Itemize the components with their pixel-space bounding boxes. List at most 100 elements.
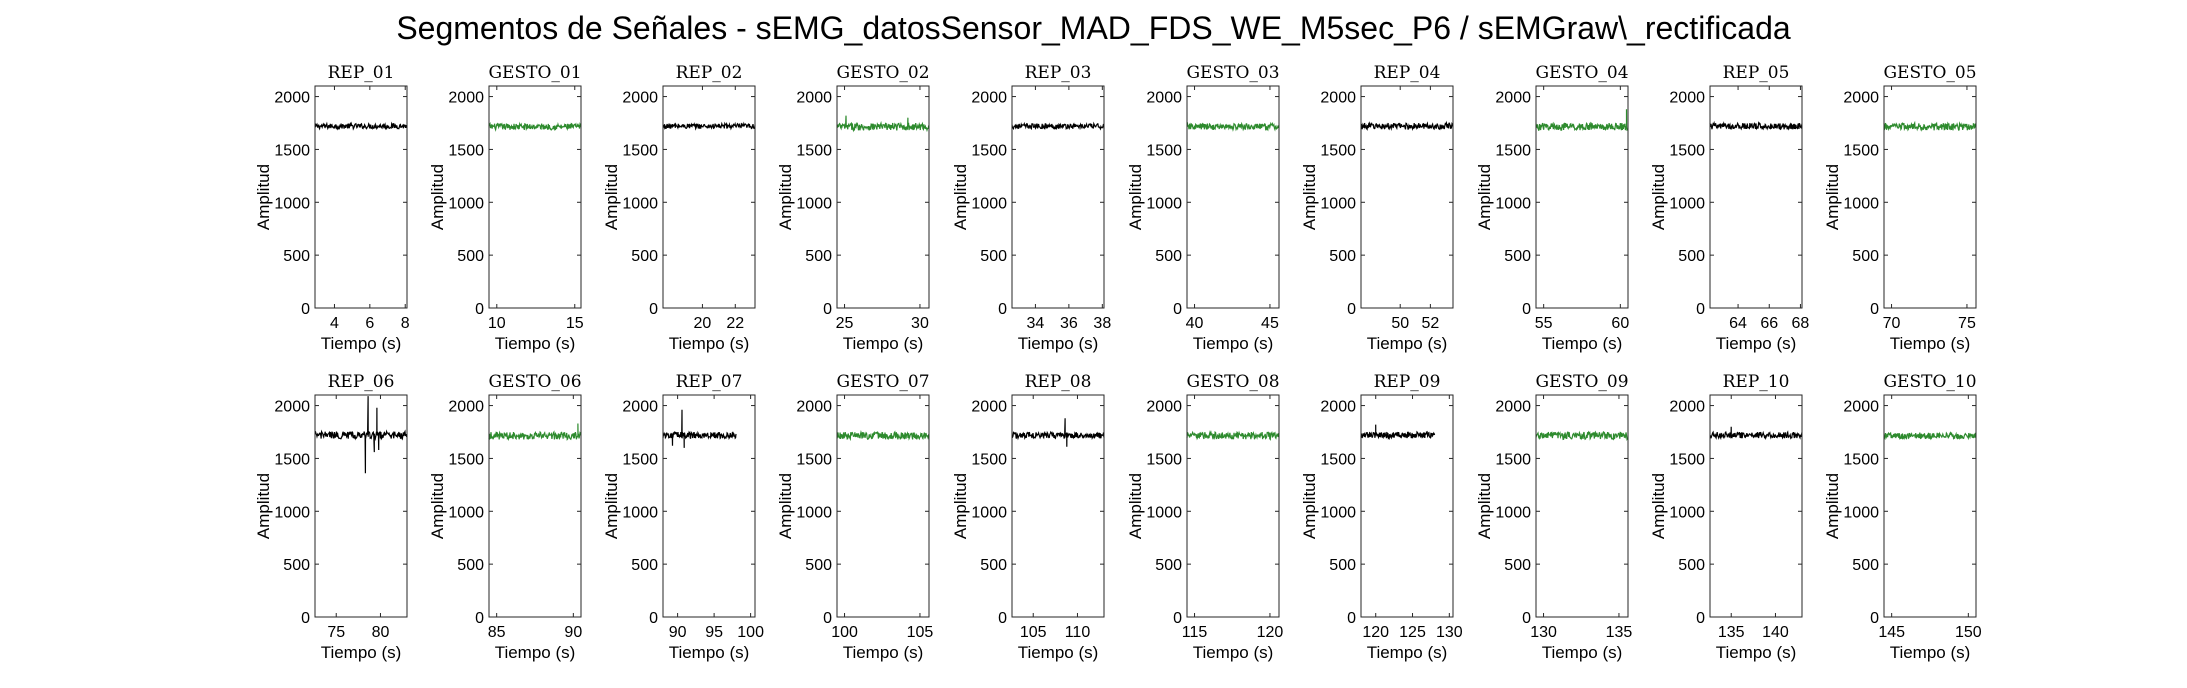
signal-line	[662, 409, 737, 448]
y-tick-label: 1000	[1669, 504, 1705, 521]
y-tick-label: 2000	[971, 90, 1007, 107]
x-axis-label: Tiempo (s)	[843, 643, 924, 662]
x-axis-label: Tiempo (s)	[1193, 643, 1274, 662]
y-tick-label: 500	[805, 248, 832, 265]
y-axis-label: Amplitud	[1649, 164, 1668, 230]
y-tick-label: 0	[301, 610, 310, 627]
y-tick-label: 1000	[274, 504, 310, 521]
y-tick-label: 0	[475, 301, 484, 318]
subplot-title: REP_08	[1025, 372, 1092, 392]
x-tick-label: 36	[1060, 315, 1078, 332]
y-tick-label: 2000	[274, 399, 310, 416]
y-tick-label: 1000	[1146, 195, 1182, 212]
y-tick-label: 1500	[796, 142, 832, 159]
y-tick-label: 500	[1504, 557, 1531, 574]
y-axis-label: Amplitud	[602, 473, 621, 539]
y-tick-label: 500	[1678, 248, 1705, 265]
signal-line	[1186, 121, 1280, 132]
y-tick-label: 500	[1329, 557, 1356, 574]
x-tick-label: 4	[330, 315, 339, 332]
y-tick-label: 2000	[448, 399, 484, 416]
y-tick-label: 0	[1522, 610, 1531, 627]
subplot-title: GESTO_10	[1883, 372, 1976, 392]
x-axis-label: Tiempo (s)	[1367, 643, 1448, 662]
y-tick-label: 500	[457, 557, 484, 574]
x-tick-label: 145	[1878, 624, 1905, 641]
y-tick-label: 0	[1696, 301, 1705, 318]
x-tick-label: 105	[1020, 624, 1047, 641]
y-tick-label: 1000	[1495, 195, 1531, 212]
x-tick-label: 64	[1729, 315, 1747, 332]
signal-line	[1011, 418, 1105, 447]
x-axis-label: Tiempo (s)	[1193, 334, 1274, 353]
y-tick-label: 500	[283, 557, 310, 574]
y-tick-label: 1500	[1320, 451, 1356, 468]
subplot: REP_10 0 500 1000 1500 2000 135 140 Tiempo (s) Am…	[1649, 372, 1803, 662]
y-tick-label: 500	[980, 557, 1007, 574]
subplot: GESTO_04 0 500 1000 1500 2000 55 60 Tiempo (s) Am…	[1475, 63, 1629, 353]
signal-line	[314, 121, 408, 131]
x-tick-label: 34	[1027, 315, 1045, 332]
x-tick-label: 100	[831, 624, 858, 641]
axes-box	[1535, 85, 1629, 309]
y-tick-label: 1500	[971, 142, 1007, 159]
subplot: REP_06 0 500 1000 1500 2000 75 80 Tiempo (s) Ampl…	[254, 372, 408, 662]
subplot-title: GESTO_02	[836, 63, 929, 83]
y-tick-label: 1500	[1843, 451, 1879, 468]
axes-box	[314, 85, 408, 309]
subplot-title: REP_03	[1025, 63, 1092, 83]
x-tick-label: 38	[1093, 315, 1111, 332]
y-tick-label: 1500	[622, 451, 658, 468]
figure-title: Segmentos de Señales - sEMG_datosSensor_…	[396, 10, 1791, 46]
axes-box	[1709, 394, 1803, 618]
y-tick-label: 0	[649, 610, 658, 627]
axes-box	[1535, 394, 1629, 618]
y-tick-label: 500	[1678, 557, 1705, 574]
y-tick-label: 500	[631, 557, 658, 574]
y-tick-label: 0	[1173, 610, 1182, 627]
axes-box	[836, 394, 930, 618]
y-tick-label: 2000	[796, 399, 832, 416]
axes-box	[662, 85, 756, 309]
signal-line	[1883, 120, 1977, 132]
x-tick-label: 15	[566, 315, 584, 332]
axes-box	[1011, 85, 1105, 309]
x-tick-label: 110	[1065, 624, 1091, 641]
y-tick-label: 500	[1329, 248, 1356, 265]
subplot: REP_01 0 500 1000 1500 2000 4 6 8 Tiempo (s) Ampli…	[254, 63, 410, 353]
y-tick-label: 0	[649, 301, 658, 318]
x-tick-label: 90	[564, 624, 582, 641]
y-tick-label: 1500	[1320, 142, 1356, 159]
y-tick-label: 1000	[1320, 504, 1356, 521]
y-axis-label: Amplitud	[1823, 164, 1842, 230]
signal-line	[1360, 120, 1454, 131]
y-axis-label: Amplitud	[1649, 473, 1668, 539]
x-axis-label: Tiempo (s)	[495, 643, 576, 662]
x-tick-label: 130	[1530, 624, 1557, 641]
y-tick-label: 500	[283, 248, 310, 265]
signal-line	[1709, 426, 1803, 441]
subplot: GESTO_10 0 500 1000 1500 2000 145 150 Tiempo (s)…	[1823, 372, 1982, 662]
y-tick-label: 1500	[1495, 142, 1531, 159]
x-tick-label: 55	[1535, 315, 1553, 332]
x-axis-label: Tiempo (s)	[1367, 334, 1448, 353]
y-axis-label: Amplitud	[602, 164, 621, 230]
x-tick-label: 75	[327, 624, 345, 641]
x-tick-label: 75	[1958, 315, 1976, 332]
subplot-title: GESTO_07	[836, 372, 929, 392]
x-axis-label: Tiempo (s)	[1890, 334, 1971, 353]
y-tick-label: 1500	[1146, 451, 1182, 468]
signal-line	[1011, 121, 1105, 131]
x-tick-label: 120	[1257, 624, 1284, 641]
subplot: REP_09 0 500 1000 1500 2000 120 125 130 Tiempo (s…	[1300, 372, 1463, 662]
y-axis-label: Amplitud	[428, 473, 447, 539]
y-tick-label: 2000	[796, 90, 832, 107]
subplot: REP_05 0 500 1000 1500 2000 64 66 68 Tiempo (s) Am…	[1649, 63, 1809, 353]
axes-box	[1883, 394, 1977, 618]
x-tick-label: 100	[737, 624, 764, 641]
y-tick-label: 500	[1852, 248, 1879, 265]
x-tick-label: 50	[1391, 315, 1409, 332]
x-tick-label: 6	[365, 315, 374, 332]
y-tick-label: 0	[823, 610, 832, 627]
x-tick-label: 40	[1186, 315, 1204, 332]
